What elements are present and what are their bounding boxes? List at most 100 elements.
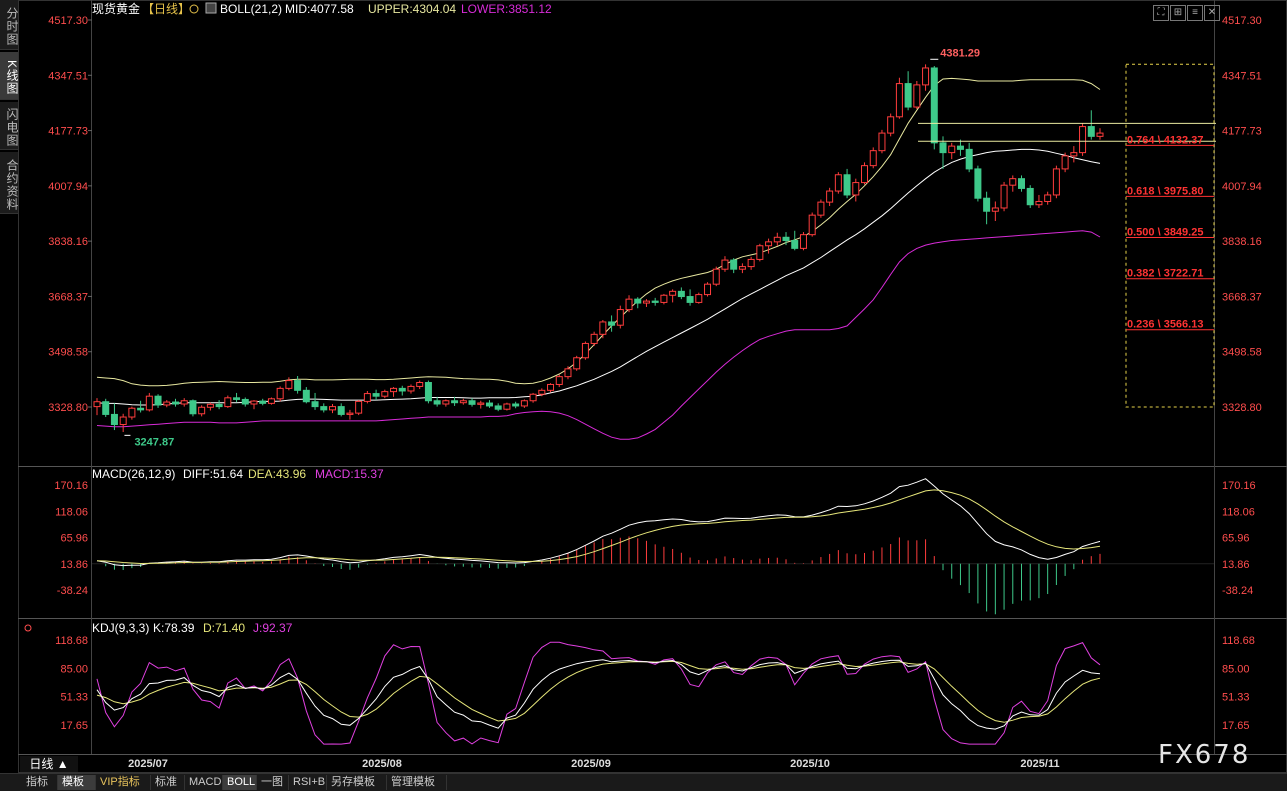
candle xyxy=(704,282,712,297)
macd-tick-right: 118.06 xyxy=(1222,506,1255,518)
candle-body xyxy=(669,290,677,296)
split-icon[interactable]: ⊞ xyxy=(1170,5,1186,21)
kdj-tick-right: 85.00 xyxy=(1222,663,1250,675)
candle xyxy=(756,243,764,262)
candle xyxy=(869,147,877,169)
bottom-tab-1[interactable]: 模板 xyxy=(58,775,96,790)
candle-body xyxy=(1035,200,1043,206)
candle-body xyxy=(564,368,572,378)
candle-body xyxy=(320,406,328,411)
candle xyxy=(485,400,493,408)
close-icon[interactable]: ✕ xyxy=(1204,5,1220,21)
side-tab-0[interactable]: 分时图 xyxy=(0,0,19,50)
candle-body xyxy=(625,298,633,311)
candle-body xyxy=(372,393,380,397)
low-label: 3247.87 xyxy=(134,436,174,448)
candle-body xyxy=(634,298,642,304)
bottom-tab-3[interactable]: 标准 xyxy=(151,775,185,790)
price-tick-right: 3328.80 xyxy=(1222,402,1262,414)
indicator-icon xyxy=(205,2,217,14)
candle-body xyxy=(137,407,145,411)
macd-tick-left: 65.96 xyxy=(60,533,88,545)
candle xyxy=(163,400,171,408)
fib-label: 0.236 \ 3566.13 xyxy=(1127,319,1203,331)
candle xyxy=(983,191,991,225)
candle-body xyxy=(171,401,179,405)
chart-canvas[interactable]: 4517.30 4517.30 4347.51 4347.51 4177.73 4177.… xyxy=(0,0,1287,773)
kdj-title: KDJ(9,3,3) xyxy=(92,621,149,635)
candle xyxy=(206,402,214,411)
fullscreen-icon[interactable]: ⛶ xyxy=(1153,5,1169,21)
date-tick: 2025/10 xyxy=(790,758,830,770)
price-tick-left: 3668.37 xyxy=(48,291,88,303)
price-tick-left: 4517.30 xyxy=(48,15,88,27)
boll-lower-line xyxy=(96,230,1101,440)
candle-body xyxy=(930,67,938,144)
candle xyxy=(416,380,424,390)
side-tab-3[interactable]: 合约资料 xyxy=(0,152,19,214)
candle xyxy=(991,201,999,222)
candle xyxy=(1070,146,1078,163)
candle-body xyxy=(145,395,153,411)
candle xyxy=(782,232,790,246)
candle-body xyxy=(1000,184,1008,209)
candle-body xyxy=(477,402,485,405)
candle xyxy=(625,295,633,313)
candle-body xyxy=(721,259,729,270)
candle-body xyxy=(608,321,616,326)
price-tick-left: 4347.51 xyxy=(48,70,88,82)
boll-label: BOLL(21,2) xyxy=(220,2,282,16)
candle-body xyxy=(215,403,223,408)
high-label: 4381.29 xyxy=(940,47,980,59)
candle-body xyxy=(773,236,781,243)
candle-body xyxy=(520,400,528,407)
bottom-tab-0[interactable]: 指标 xyxy=(22,775,58,790)
candle xyxy=(503,402,511,411)
bottom-tab-8[interactable]: 另存模板 xyxy=(327,775,387,790)
candle xyxy=(1000,181,1008,212)
candle-body xyxy=(416,382,424,387)
price-tick-left: 4177.73 xyxy=(48,126,88,138)
bottom-tab-9[interactable]: 管理模板 xyxy=(387,775,447,790)
candle xyxy=(398,385,406,396)
candle-body xyxy=(887,116,895,134)
bottom-tab-6[interactable]: 一图 xyxy=(257,775,289,790)
candle xyxy=(843,168,851,199)
candle xyxy=(363,390,371,404)
candle-body xyxy=(843,174,851,196)
bottom-tab-2[interactable]: VIP指标 xyxy=(96,775,151,790)
bottom-tab-5[interactable]: BOLL xyxy=(223,775,257,790)
candle-body xyxy=(259,400,267,404)
candle xyxy=(930,66,938,150)
candle-body xyxy=(738,266,746,270)
list-icon[interactable]: ≡ xyxy=(1187,5,1203,21)
kdj-tick-left: 17.65 xyxy=(60,720,88,732)
bottom-tab-7[interactable]: RSI+B xyxy=(289,775,327,790)
macd-tick-left: 13.86 xyxy=(60,559,88,571)
candle-body xyxy=(1087,126,1095,137)
candle-body xyxy=(233,397,241,400)
candle-body xyxy=(852,182,860,196)
watermark-logo: FX678 xyxy=(1158,740,1251,770)
period-selector[interactable]: 日线 ▲ xyxy=(20,756,78,772)
candle-body xyxy=(991,207,999,212)
side-tab-2[interactable]: 闪电图 xyxy=(0,102,19,150)
macd-tick-right: 13.86 xyxy=(1222,559,1250,571)
side-tab-1[interactable]: K线图 xyxy=(0,52,19,100)
candle-body xyxy=(747,258,755,268)
kdj-tick-right: 51.33 xyxy=(1222,692,1250,704)
candle xyxy=(773,232,781,246)
period-tag: 【日线】 xyxy=(142,2,190,16)
candle xyxy=(276,386,284,402)
candle xyxy=(407,384,415,394)
candle xyxy=(1087,110,1095,140)
candle xyxy=(799,232,807,251)
candle-body xyxy=(686,296,694,303)
candle-body xyxy=(712,268,720,285)
candle-body xyxy=(311,401,319,408)
candle xyxy=(119,413,127,433)
bottom-tab-4[interactable]: MACD xyxy=(185,775,223,790)
candle-body xyxy=(355,400,363,414)
candle-body xyxy=(398,387,406,392)
candle-body xyxy=(189,400,197,415)
